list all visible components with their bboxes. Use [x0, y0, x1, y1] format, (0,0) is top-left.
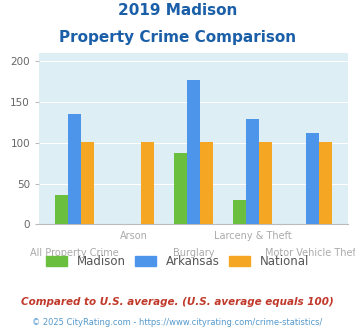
Text: 2019 Madison: 2019 Madison	[118, 3, 237, 18]
Bar	[174, 153, 187, 224]
Text: Motor Vehicle Theft: Motor Vehicle Theft	[265, 248, 355, 257]
Bar	[246, 119, 260, 224]
Bar	[81, 142, 94, 224]
Text: Property Crime Comparison: Property Crime Comparison	[59, 30, 296, 45]
Bar	[260, 142, 273, 224]
Text: Burglary: Burglary	[173, 248, 214, 257]
Bar	[187, 80, 200, 224]
Legend: Madison, Arkansas, National: Madison, Arkansas, National	[41, 250, 314, 273]
Bar	[141, 142, 154, 224]
Bar	[200, 142, 213, 224]
Bar	[55, 195, 68, 224]
Bar	[68, 114, 81, 224]
Text: Compared to U.S. average. (U.S. average equals 100): Compared to U.S. average. (U.S. average …	[21, 297, 334, 307]
Text: Larceny & Theft: Larceny & Theft	[214, 231, 292, 241]
Text: All Property Crime: All Property Crime	[30, 248, 119, 257]
Text: © 2025 CityRating.com - https://www.cityrating.com/crime-statistics/: © 2025 CityRating.com - https://www.city…	[32, 318, 323, 327]
Bar	[319, 142, 332, 224]
Bar	[233, 200, 246, 224]
Bar	[306, 133, 319, 224]
Text: Arson: Arson	[120, 231, 148, 241]
